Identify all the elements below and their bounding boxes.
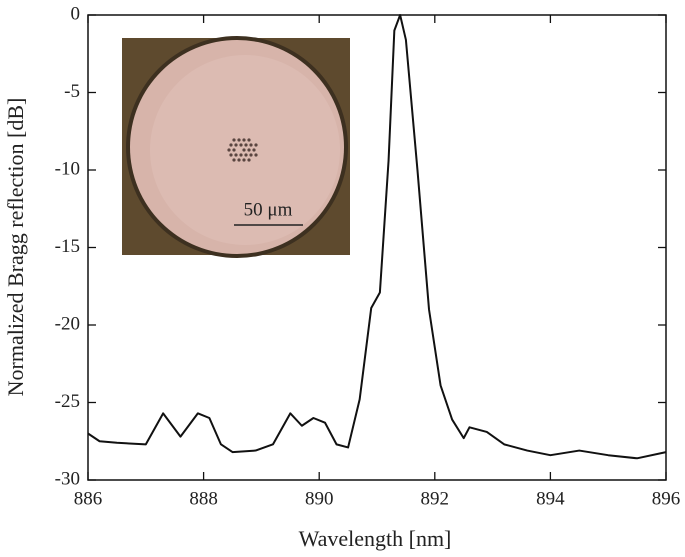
line-series (87, 14, 667, 460)
x-axis-label: Wavelength [nm] (299, 526, 452, 551)
y-tick-label: -25 (55, 391, 80, 412)
inset-image: 50 μm (122, 36, 350, 258)
x-tick-label: 896 (652, 488, 681, 509)
y-tick-label: -10 (55, 158, 80, 179)
y-tick-label: -15 (55, 236, 80, 257)
y-tick-label: -20 (55, 313, 80, 334)
x-tick-label: 894 (536, 488, 565, 509)
x-tick-label: 890 (305, 488, 334, 509)
x-tick-label: 886 (74, 488, 103, 509)
y-tick-label: -5 (64, 81, 80, 102)
y-tick-label: 0 (71, 3, 81, 24)
y-axis-label: Normalized Bragg reflection [dB] (3, 98, 28, 397)
inset-scale-label: 50 μm (244, 199, 293, 220)
y-tick-label: -30 (55, 468, 80, 489)
x-tick-label: 892 (421, 488, 450, 509)
x-tick-label: 888 (189, 488, 218, 509)
